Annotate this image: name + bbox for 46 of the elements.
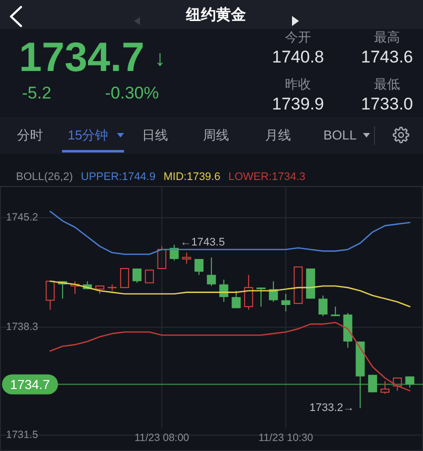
text: 1739.9 (272, 94, 324, 114)
candlestick (206, 256, 216, 286)
text: 15分钟 (68, 128, 108, 142)
legend-title: BOLL(26,2) (16, 171, 73, 183)
candlestick (318, 294, 328, 317)
candlestick (144, 270, 154, 284)
text: -5.2 (22, 84, 52, 102)
x-tick-label: 11/23 08:00 (134, 432, 190, 444)
candlestick (132, 268, 142, 284)
text: MID:1739.6 (163, 171, 220, 183)
text: 昨收 (285, 76, 311, 92)
y-tick-label: 1731.5 (6, 429, 38, 442)
text: 分时 (17, 128, 43, 142)
text: 1743.6 (361, 48, 413, 66)
candlestick (182, 252, 192, 264)
text: -0.30% (105, 84, 159, 102)
candlestick (294, 266, 303, 304)
chart-title: 纽约黄金 (185, 6, 246, 24)
annotation: ←1743.5 (180, 236, 225, 249)
text: 1740.8 (272, 48, 324, 66)
ref-line-label: 1734.7 (10, 376, 50, 392)
candlestick (256, 287, 266, 308)
candlestick (194, 258, 204, 276)
text: 月线 (265, 128, 291, 142)
text: 周线 (203, 128, 229, 142)
text: 最高 (374, 30, 400, 44)
candlestick (120, 268, 130, 288)
candlestick (46, 280, 55, 310)
text: BOLL (323, 128, 357, 142)
x-tick-label: 11/23 10:30 (258, 432, 314, 444)
line-series (50, 322, 410, 392)
text: 1734.7 (19, 34, 144, 80)
y-tick-label: 1738.3 (6, 321, 38, 334)
candlestick (244, 274, 254, 310)
annotation: 1733.2→ (310, 402, 354, 414)
text: 日线 (142, 128, 168, 142)
text: UPPER:1744.9 (80, 171, 156, 183)
y-tick-label: 1745.2 (6, 212, 38, 224)
text: 今开 (285, 30, 311, 44)
candlestick (170, 244, 179, 262)
candlestick (232, 290, 241, 309)
candlestick (281, 293, 290, 312)
text: 最低 (374, 76, 400, 92)
text: ↓ (154, 46, 166, 70)
text: LOWER:1734.3 (228, 171, 306, 183)
text: 1733.0 (361, 94, 413, 114)
